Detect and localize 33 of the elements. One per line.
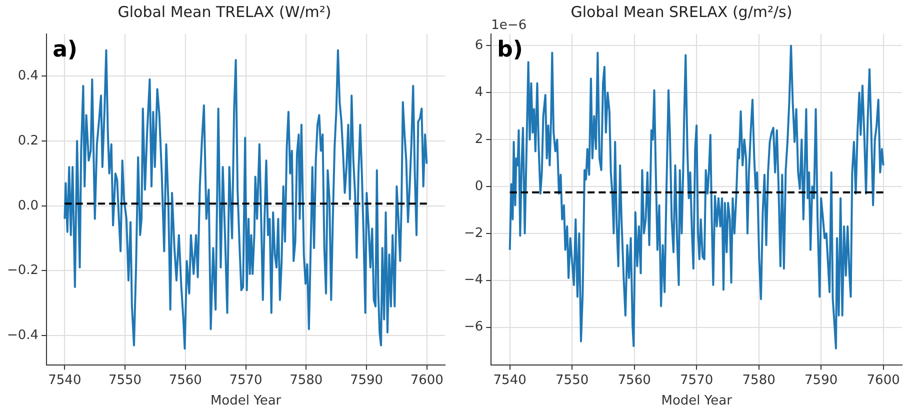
y-tick-label: 0	[474, 178, 484, 194]
y-tick-label: −2	[464, 226, 484, 241]
x-tick-label: 7590	[804, 372, 838, 388]
y-tick-label: 0.4	[18, 68, 39, 84]
chart-title: Global Mean SRELAX (g/m²/s)	[570, 2, 792, 21]
y-tick-label: 0.0	[18, 198, 39, 214]
chart-title: Global Mean TRELAX (W/m²)	[118, 2, 332, 21]
x-tick-label: 7550	[556, 372, 589, 388]
y-tick-label: 4	[474, 85, 484, 100]
x-tick-label: 7590	[350, 372, 384, 388]
annotation: b)	[497, 38, 523, 63]
x-tick-label: 7570	[229, 372, 262, 388]
x-tick-label: 7560	[168, 372, 202, 388]
x-axis-title: Model Year	[661, 394, 733, 409]
y-tick-label: −6	[464, 320, 484, 335]
y-tick-label: 2	[474, 132, 484, 147]
y-tick-label: −4	[464, 272, 484, 288]
annotation: a)	[52, 38, 78, 63]
x-tick-label: 7540	[493, 372, 526, 388]
x-tick-label: 7560	[618, 372, 651, 388]
y-tick-label: 6	[474, 38, 484, 54]
x-tick-label: 7550	[108, 372, 142, 388]
x-tick-label: 7600	[410, 372, 444, 388]
x-axis-title: Model Year	[210, 394, 282, 409]
x-tick-label: 7570	[680, 372, 714, 388]
y-tick-label: −0.4	[6, 328, 39, 343]
x-tick-label: 7580	[290, 372, 323, 388]
y-tick-label: −0.2	[6, 263, 39, 278]
y-tick-label: 0.2	[18, 133, 39, 148]
x-tick-label: 7600	[866, 372, 900, 388]
text: 1e−6	[491, 18, 527, 33]
x-tick-label: 7580	[742, 372, 776, 388]
x-tick-label: 7540	[48, 372, 82, 388]
